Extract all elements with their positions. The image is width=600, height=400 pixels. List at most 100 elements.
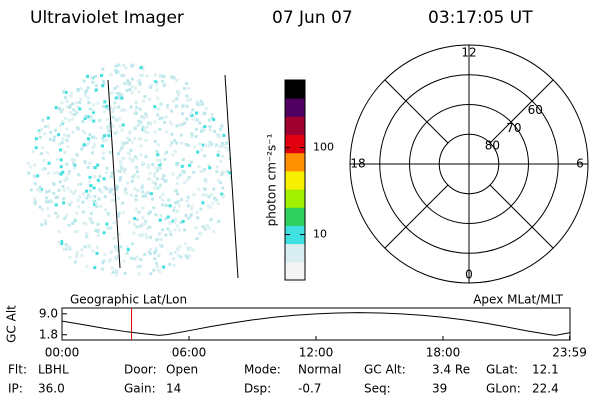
pixel <box>73 158 77 162</box>
pixel <box>156 153 160 157</box>
pixel <box>196 216 200 220</box>
pixel <box>168 221 172 225</box>
pixel <box>214 143 218 147</box>
pixel <box>145 115 149 119</box>
pixel <box>93 203 97 207</box>
pixel <box>100 144 104 148</box>
pixel <box>176 254 180 258</box>
pixel <box>75 153 79 156</box>
pixel <box>56 214 60 218</box>
pixel <box>104 171 108 175</box>
pixel <box>221 170 225 174</box>
pixel <box>102 134 106 138</box>
pixel <box>187 248 191 252</box>
pixel <box>211 201 215 205</box>
pixel <box>73 113 77 117</box>
left-label: Geographic Lat/Lon <box>70 293 187 307</box>
pixel <box>72 192 76 196</box>
pixel <box>195 210 199 214</box>
pixel <box>46 151 49 155</box>
pixel <box>112 221 116 225</box>
pixel <box>175 79 179 82</box>
pixel <box>94 88 98 92</box>
pixel <box>147 165 151 169</box>
pixel <box>175 97 179 101</box>
pixel <box>82 143 86 147</box>
pixel <box>47 200 51 204</box>
pixel <box>129 148 133 152</box>
field-value: 22.4 <box>532 382 559 396</box>
pixel <box>170 141 174 145</box>
pixel <box>127 138 131 142</box>
lon-line <box>224 74 239 279</box>
pixel <box>133 87 137 91</box>
mlt-label: 6 <box>576 157 584 171</box>
pixel <box>33 163 37 167</box>
pixel <box>62 197 66 201</box>
diagonal <box>489 184 554 249</box>
pixel <box>41 146 44 150</box>
pixel <box>184 213 188 217</box>
pixel <box>108 151 112 154</box>
pixel <box>130 159 134 163</box>
pixel <box>38 185 42 189</box>
pixel <box>118 178 122 182</box>
pixel <box>110 171 114 175</box>
pixel <box>126 79 130 83</box>
pixel <box>81 120 85 123</box>
colorbar-tick-label: 100 <box>313 141 334 154</box>
pixel <box>115 246 119 250</box>
pixel <box>34 137 38 141</box>
pixel <box>178 245 182 248</box>
pixel <box>120 146 124 150</box>
pixel <box>82 192 86 196</box>
pixel <box>176 209 179 213</box>
pixel <box>117 105 121 109</box>
pixel <box>158 127 162 131</box>
pixel <box>153 120 157 124</box>
pixel <box>192 170 196 174</box>
pixel <box>114 64 118 68</box>
pixel <box>201 201 205 205</box>
pixel <box>107 260 111 264</box>
pixel <box>162 174 166 178</box>
pixel <box>107 124 111 128</box>
pixel <box>73 230 77 234</box>
pixel <box>91 165 95 169</box>
pixel <box>158 166 162 170</box>
pixel <box>83 131 87 135</box>
pixel <box>91 135 95 139</box>
pixel <box>84 143 88 147</box>
pixel <box>161 177 165 181</box>
pixel <box>139 74 143 77</box>
pixel <box>76 205 80 209</box>
pixel <box>65 105 69 109</box>
pixel <box>57 240 61 244</box>
pixel <box>170 122 174 126</box>
pixel <box>173 189 177 193</box>
pixel <box>158 117 162 121</box>
pixel <box>176 162 180 165</box>
pixel <box>88 118 92 122</box>
pixel <box>40 127 44 131</box>
pixel <box>72 108 76 112</box>
pixel <box>88 133 92 137</box>
pixel <box>135 255 139 259</box>
pixel <box>80 147 84 151</box>
pixel <box>63 96 67 100</box>
pixel <box>33 197 37 201</box>
pixel <box>216 153 220 157</box>
pixel <box>204 180 208 184</box>
pixel <box>143 253 147 256</box>
pixel <box>135 156 139 160</box>
pixel <box>170 75 174 79</box>
pixel <box>43 167 47 171</box>
pixel <box>135 218 139 222</box>
pixel <box>95 251 99 255</box>
pixel <box>172 76 176 80</box>
pixel <box>85 264 89 268</box>
pixel <box>93 166 97 169</box>
pixel <box>112 192 116 196</box>
pixel <box>121 201 125 205</box>
lat-label: 70 <box>506 121 521 135</box>
